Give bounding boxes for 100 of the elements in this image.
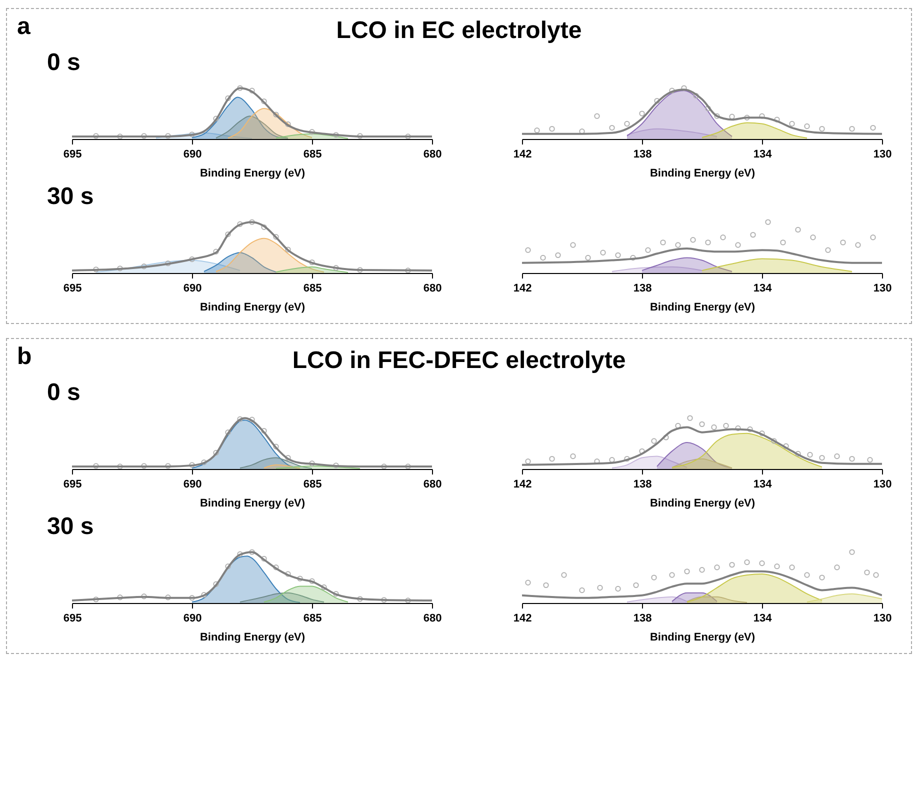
point [165, 133, 171, 139]
point [804, 123, 810, 130]
point [309, 259, 315, 266]
point [744, 559, 750, 566]
x-axis-title: Binding Energy (eV) [200, 498, 306, 510]
x-tick-label: 685 [303, 282, 322, 294]
point [864, 570, 870, 576]
point [237, 551, 243, 557]
point [549, 126, 555, 132]
point [189, 256, 195, 262]
x-tick-label: 134 [753, 148, 773, 160]
point [405, 134, 411, 139]
point [630, 254, 636, 261]
x-tick-label: 134 [753, 612, 773, 624]
point [687, 415, 693, 421]
point [615, 252, 621, 258]
point [759, 113, 765, 119]
x-tick-label: 685 [303, 612, 322, 624]
point [237, 221, 243, 227]
point [654, 98, 660, 104]
point [237, 416, 243, 422]
x-tick-label: 138 [633, 282, 652, 294]
point [870, 234, 876, 240]
text: 0 s [47, 49, 80, 77]
point [117, 594, 123, 600]
point [213, 450, 219, 456]
point [624, 456, 630, 462]
point [261, 98, 267, 104]
point [849, 126, 855, 132]
point [273, 564, 279, 570]
point [663, 434, 669, 440]
x-tick-label: 695 [63, 478, 82, 490]
point [213, 116, 219, 122]
point [693, 92, 699, 99]
text: 30 s [47, 513, 94, 541]
x-tick-label: 695 [63, 612, 82, 624]
x-axis-title: Binding Energy (eV) [650, 302, 756, 314]
point [405, 268, 411, 273]
point [117, 134, 123, 139]
point [273, 112, 279, 118]
x-tick-label: 138 [633, 478, 652, 490]
point [804, 572, 810, 578]
point [201, 460, 207, 466]
point [774, 563, 780, 570]
point [285, 246, 291, 252]
point [810, 234, 816, 240]
point [141, 463, 147, 469]
point [261, 556, 267, 562]
point [849, 456, 855, 462]
x-tick-label: 130 [873, 148, 892, 160]
x-tick-label: 142 [513, 148, 532, 160]
point [711, 424, 717, 430]
point [273, 444, 279, 450]
point [141, 594, 147, 600]
point [855, 242, 861, 248]
x-tick-label: 695 [63, 282, 82, 294]
point [669, 88, 675, 94]
point [705, 240, 711, 246]
point [261, 224, 267, 230]
point [261, 428, 267, 434]
point [585, 254, 591, 261]
point [225, 95, 231, 102]
point [225, 429, 231, 436]
x-tick-label: 142 [513, 478, 532, 490]
point [297, 576, 303, 582]
point [615, 586, 621, 592]
point [534, 128, 540, 134]
x-tick-label: 690 [183, 148, 202, 160]
point [705, 106, 711, 112]
point [309, 460, 315, 466]
point [747, 426, 753, 432]
point [771, 438, 777, 444]
point [333, 132, 339, 138]
point [273, 234, 279, 240]
x-tick-label: 695 [63, 148, 82, 160]
point [117, 266, 123, 272]
chart-title: LCO in FEC-DFEC electrolyte [292, 347, 626, 374]
point [870, 124, 876, 131]
point [735, 242, 741, 248]
x-tick-label: 130 [873, 282, 892, 294]
point [819, 126, 825, 132]
point [774, 116, 780, 122]
point [780, 240, 786, 246]
point [675, 242, 681, 248]
point [651, 438, 657, 444]
point [93, 133, 99, 139]
point [165, 260, 171, 266]
point [357, 133, 363, 139]
point [237, 85, 243, 91]
point [570, 242, 576, 248]
point [684, 568, 690, 574]
x-tick-label: 130 [873, 478, 892, 490]
x-tick-label: 142 [513, 282, 532, 294]
point [744, 114, 750, 120]
chart-title: LCO in EC electrolyte [336, 17, 582, 44]
x-axis-title: Binding Energy (eV) [650, 632, 756, 644]
point [405, 464, 411, 469]
point [285, 454, 291, 461]
point [561, 572, 567, 578]
point [285, 121, 291, 128]
